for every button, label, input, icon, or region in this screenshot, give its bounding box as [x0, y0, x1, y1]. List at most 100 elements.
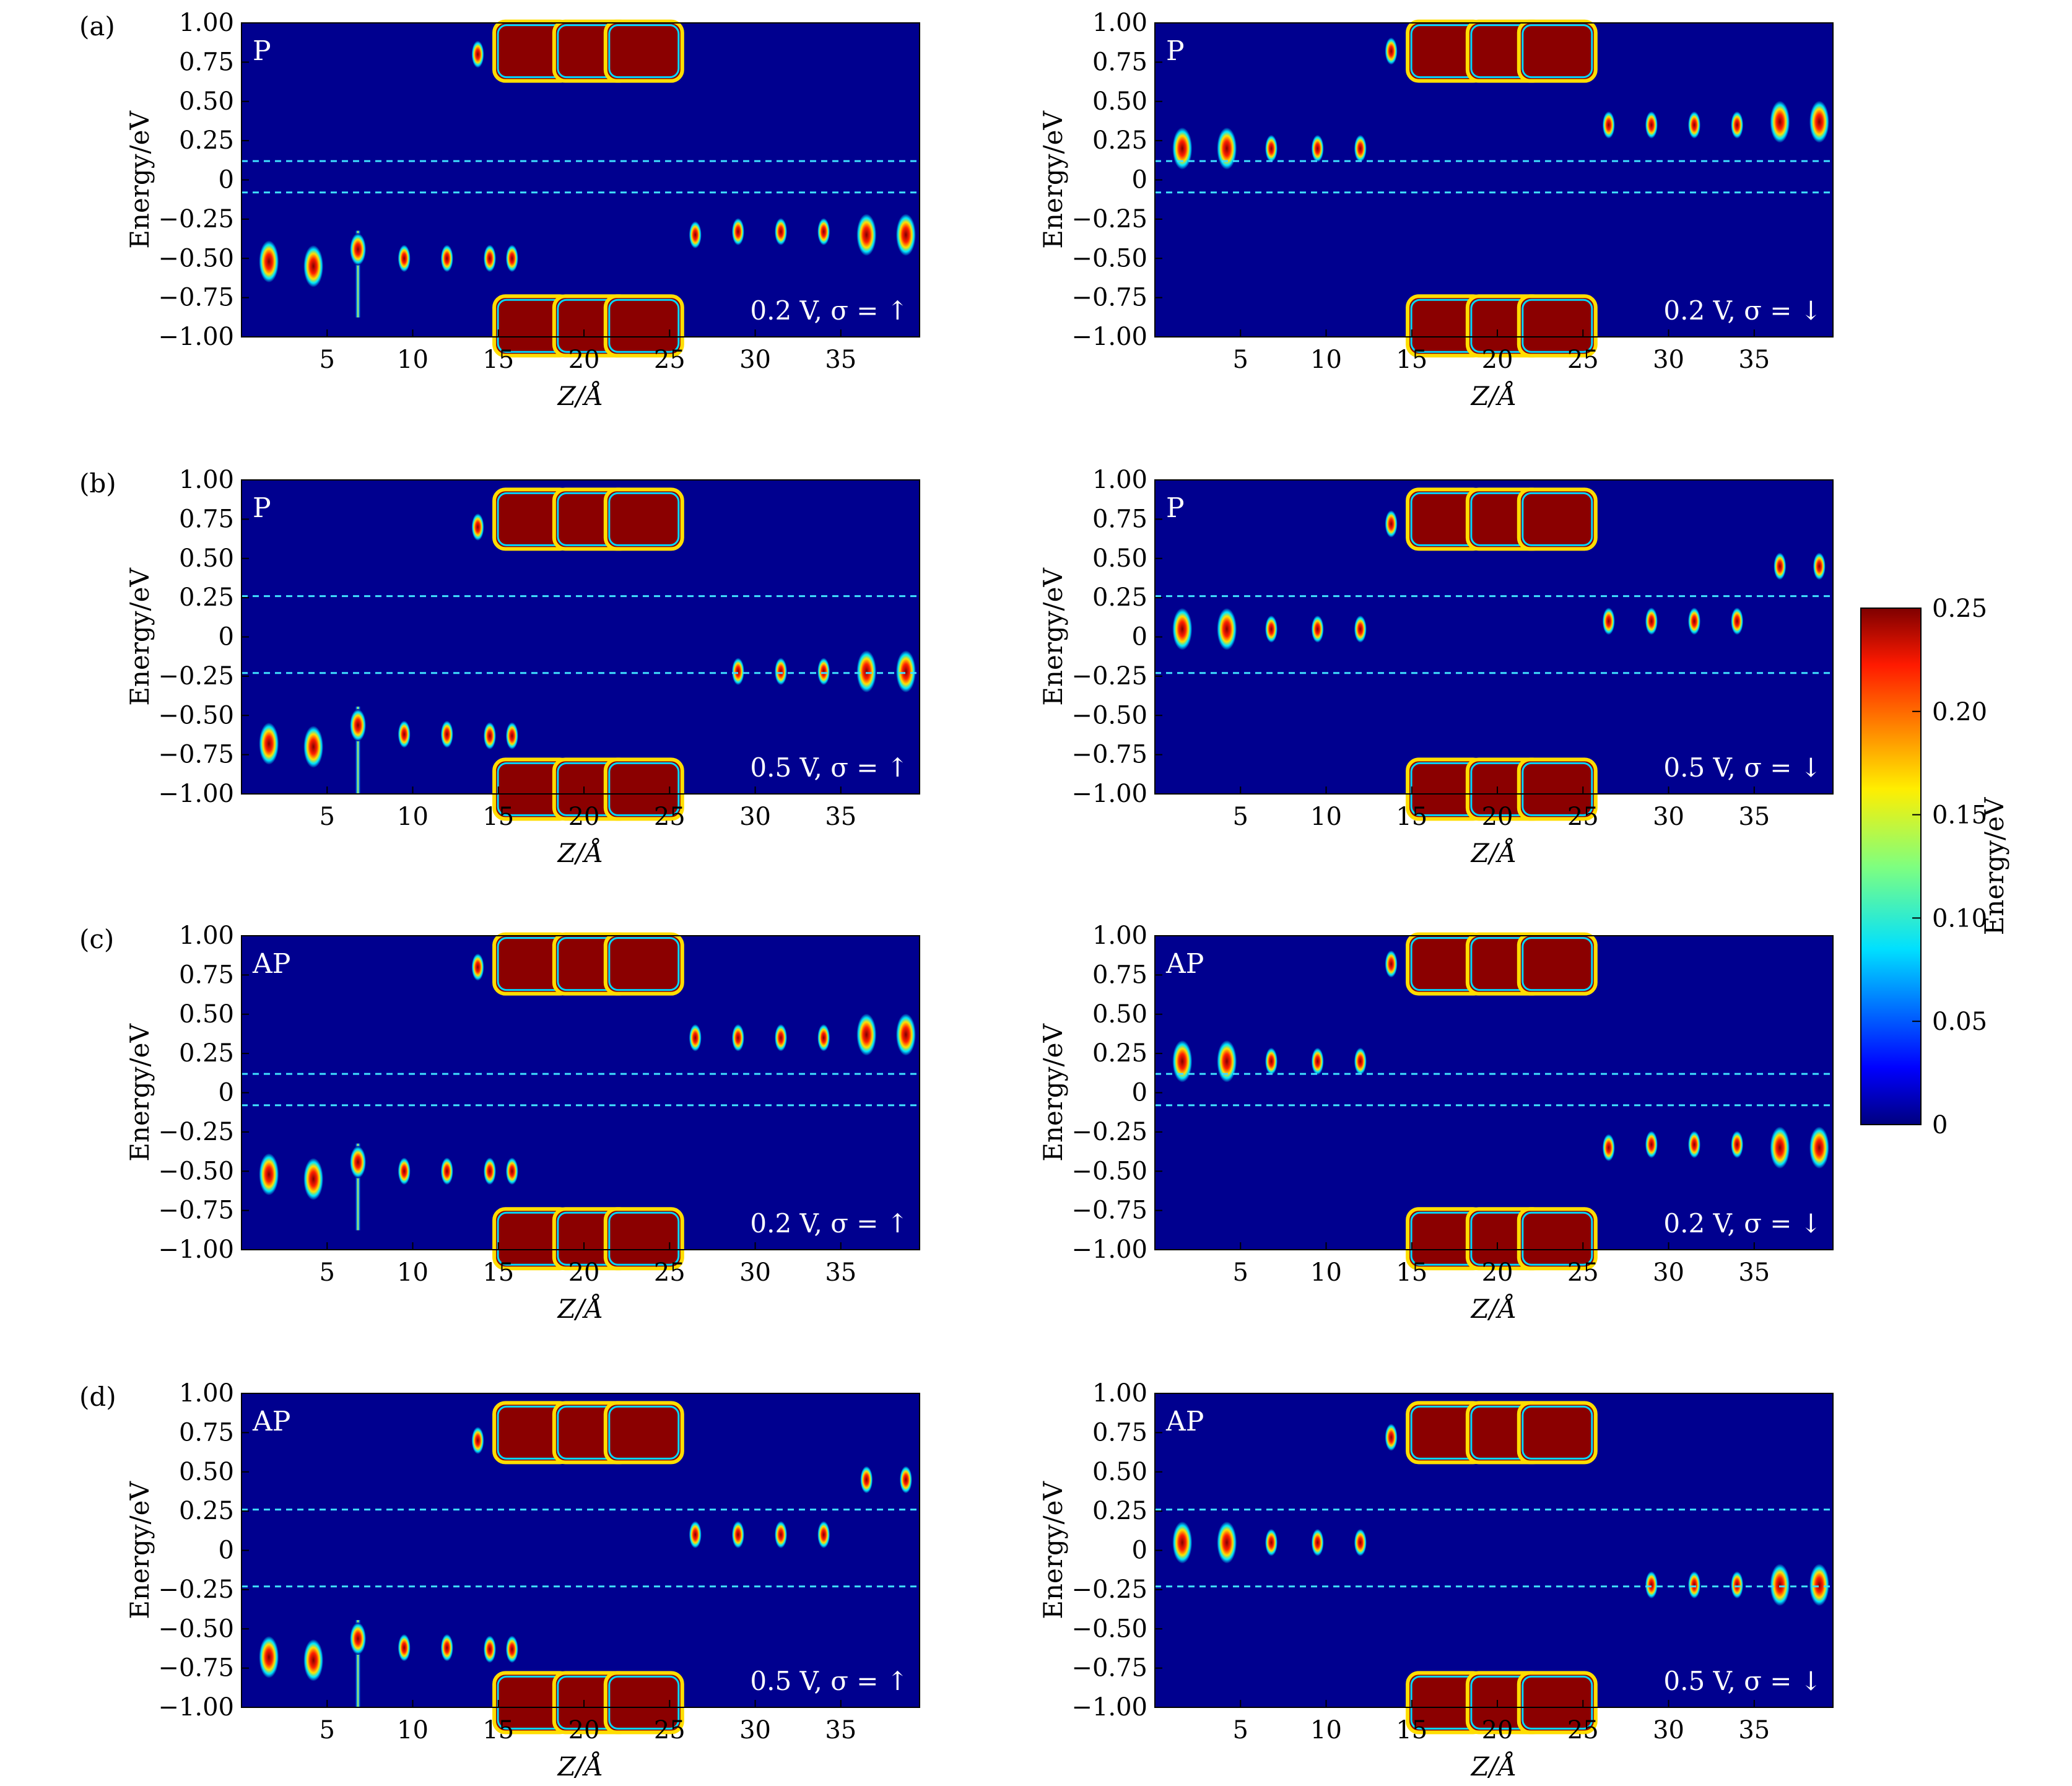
heatmap-spot — [471, 1427, 484, 1455]
y-tick-label: 0.25 — [1092, 126, 1147, 155]
x-tick-label: 30 — [739, 1258, 771, 1287]
x-tick-label: 15 — [1396, 1716, 1427, 1745]
panel-tag: AP — [1165, 1406, 1204, 1437]
x-tick-label: 30 — [1653, 346, 1684, 374]
colorbar-tick-label: 0.05 — [1932, 1008, 1987, 1036]
y-tick-label: −0.25 — [1071, 1118, 1147, 1146]
heatmap-spot — [1645, 1571, 1658, 1599]
heatmap-blob — [895, 650, 916, 693]
x-tick-label: 35 — [1738, 1716, 1770, 1745]
heatmap-spot — [471, 513, 484, 541]
x-tick-label: 20 — [1482, 803, 1513, 831]
heatmap-blob — [1172, 608, 1193, 650]
y-tick-label: 0 — [219, 1536, 234, 1565]
heatmap-spot — [440, 1157, 453, 1185]
y-tick-label: 0.50 — [1092, 1458, 1147, 1486]
x-tick-label: 20 — [568, 1258, 600, 1287]
y-tick-label: −0.50 — [1071, 701, 1147, 730]
heatmap-blob — [259, 1636, 279, 1678]
colorbar-tick-label: 0 — [1932, 1111, 1948, 1139]
panels-layer: 1.00 0.75 0.50 0.25 0 −0.25 −0.50 −0.75 −1.00 5 10… — [79, 9, 1834, 1782]
heatmap-blob — [856, 214, 877, 256]
heatmap-band — [1517, 487, 1598, 551]
heatmap-blob — [856, 1013, 877, 1056]
panel-d-left: 1.00 0.75 0.50 0.25 0 −0.25 −0.50 −0.75 −1.00 5 10… — [79, 1379, 920, 1782]
heatmap-band-edge — [1521, 1675, 1593, 1730]
heatmap-blob — [350, 1623, 367, 1655]
heatmap-blob — [895, 1013, 916, 1056]
heatmap-band-edge — [1521, 762, 1593, 816]
panel-annotation: 0.5 V, σ = ↓ — [1663, 1666, 1822, 1696]
heatmap-blob — [259, 722, 279, 765]
heatmap-spot — [1354, 1528, 1367, 1556]
x-tick-label: 35 — [825, 1716, 856, 1745]
y-tick-label: −1.00 — [158, 1235, 234, 1264]
x-axis-label: Z/Å — [557, 380, 604, 411]
colorbar-tick-label: 0.25 — [1932, 595, 1987, 623]
y-tick-label: 0 — [219, 623, 234, 651]
y-tick-label: −0.25 — [1071, 205, 1147, 233]
panel-tag: P — [253, 35, 271, 67]
heatmap-spot — [505, 245, 518, 272]
heatmap-blob — [856, 650, 877, 693]
heatmap-band — [1517, 1671, 1598, 1735]
heatmap-spot — [1731, 1131, 1744, 1159]
heatmap-band-edge — [608, 24, 680, 79]
panel-a-right: 1.00 0.75 0.50 0.25 0 −0.25 −0.50 −0.75 −1.00 5 10… — [1038, 9, 1834, 411]
y-tick-label: −0.75 — [1071, 1654, 1147, 1683]
x-tick-label: 10 — [1310, 1258, 1342, 1287]
heatmap-spot — [1688, 111, 1701, 139]
heatmap-blob — [350, 233, 367, 266]
x-tick-label: 30 — [739, 803, 771, 831]
heatmap-band-edge — [1521, 298, 1593, 353]
x-axis-label: Z/Å — [1470, 1293, 1517, 1324]
y-axis-label: Energy/eV — [124, 1024, 155, 1162]
panel-annotation: 0.2 V, σ = ↑ — [750, 1208, 908, 1239]
y-tick-label: −0.25 — [158, 205, 234, 233]
y-tick-label: 1.00 — [1092, 9, 1147, 37]
heatmap-blob — [895, 214, 916, 256]
x-tick-label: 20 — [568, 1716, 600, 1745]
y-axis-label: Energy/eV — [1038, 1481, 1068, 1619]
colorbar-label: Energy/eV — [1979, 797, 2009, 935]
x-axis-label: Z/Å — [557, 1751, 604, 1782]
y-tick-label: 0.75 — [1092, 961, 1147, 989]
y-tick-label: −0.75 — [1071, 741, 1147, 769]
heatmap-spot — [775, 218, 788, 246]
x-tick-label: 20 — [568, 803, 600, 831]
x-tick-label: 20 — [568, 346, 600, 374]
heatmap-spot — [689, 221, 702, 249]
y-tick-label: −1.00 — [158, 1693, 234, 1722]
x-tick-label: 5 — [320, 1716, 335, 1745]
y-tick-label: 1.00 — [1092, 921, 1147, 950]
colorbar-ticks: 0 0.05 0.10 0.15 0.20 0.25 — [1912, 595, 1987, 1139]
x-tick-label: 35 — [1738, 803, 1770, 831]
y-tick-label: 0.50 — [1092, 1000, 1147, 1029]
x-tick-label: 35 — [1738, 1258, 1770, 1287]
x-tick-label: 35 — [825, 1258, 856, 1287]
y-tick-label: 0.50 — [1092, 544, 1147, 573]
heatmap-band-edge — [608, 1405, 680, 1460]
heatmap-blob — [1217, 127, 1237, 170]
y-tick-label: 0.25 — [179, 583, 234, 612]
y-tick-label: 1.00 — [179, 1379, 234, 1408]
y-axis-label: Energy/eV — [1038, 568, 1068, 706]
x-tick-label: 15 — [1396, 1258, 1427, 1287]
heatmap-spot — [505, 1636, 518, 1663]
heatmap-spot — [1265, 615, 1278, 643]
heatmap-spot — [731, 1521, 744, 1549]
y-axis-label: Energy/eV — [124, 111, 155, 249]
heatmap-spot — [775, 658, 788, 686]
y-tick-label: −1.00 — [158, 323, 234, 351]
heatmap-blob — [303, 245, 324, 287]
heatmap-spot — [775, 1024, 788, 1052]
heatmap-spot — [471, 953, 484, 981]
panel-b-right: 1.00 0.75 0.50 0.25 0 −0.25 −0.50 −0.75 −1.00 5 10… — [1038, 466, 1834, 868]
y-tick-label: 0.50 — [179, 1000, 234, 1029]
heatmap-spot — [1385, 510, 1398, 538]
y-tick-label: 0.50 — [1092, 87, 1147, 116]
y-tick-label: 0.75 — [179, 1418, 234, 1447]
heatmap-band — [1517, 1207, 1598, 1271]
heatmap-blob — [303, 1157, 324, 1200]
x-axis-label: Z/Å — [1470, 837, 1517, 868]
